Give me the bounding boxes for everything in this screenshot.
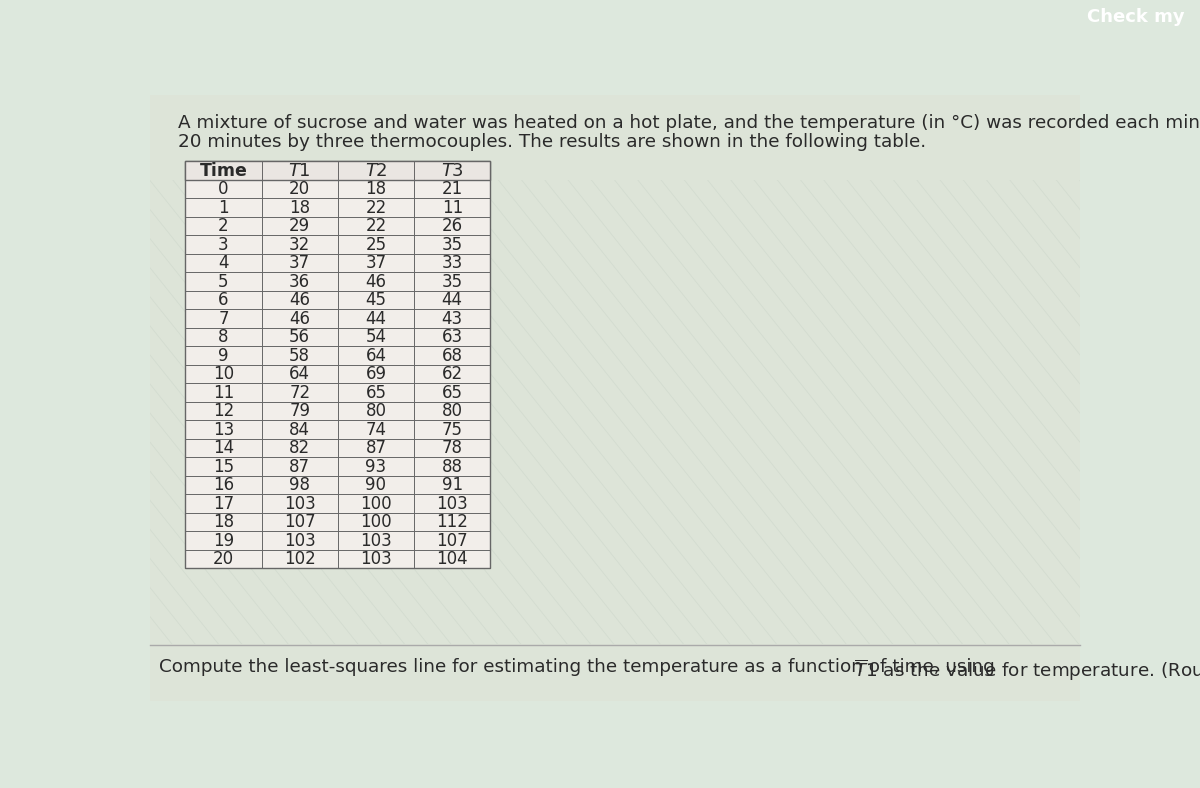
Text: 44: 44 bbox=[442, 291, 463, 309]
Text: 8: 8 bbox=[218, 328, 229, 346]
Text: 13: 13 bbox=[212, 421, 234, 439]
Text: 82: 82 bbox=[289, 439, 311, 457]
Text: 65: 65 bbox=[442, 384, 463, 402]
Text: 11: 11 bbox=[442, 199, 463, 217]
Text: 9: 9 bbox=[218, 347, 229, 365]
Text: 15: 15 bbox=[212, 458, 234, 476]
Text: $\mathit{T}2$: $\mathit{T}2$ bbox=[365, 162, 388, 180]
Text: 64: 64 bbox=[366, 347, 386, 365]
Text: 46: 46 bbox=[366, 273, 386, 291]
Text: 11: 11 bbox=[212, 384, 234, 402]
Text: 20: 20 bbox=[212, 550, 234, 568]
Text: 18: 18 bbox=[289, 199, 311, 217]
Text: 2: 2 bbox=[218, 217, 229, 235]
Text: 72: 72 bbox=[289, 384, 311, 402]
Text: 46: 46 bbox=[289, 291, 311, 309]
Text: 98: 98 bbox=[289, 476, 311, 494]
Text: 35: 35 bbox=[442, 236, 463, 254]
Text: 103: 103 bbox=[284, 532, 316, 550]
Text: 22: 22 bbox=[365, 199, 386, 217]
Text: 18: 18 bbox=[366, 180, 386, 198]
Text: 100: 100 bbox=[360, 513, 392, 531]
Text: 103: 103 bbox=[360, 532, 392, 550]
Text: 79: 79 bbox=[289, 402, 311, 420]
Text: 65: 65 bbox=[366, 384, 386, 402]
Text: A mixture of sucrose and water was heated on a hot plate, and the temperature (i: A mixture of sucrose and water was heate… bbox=[178, 114, 1200, 132]
Text: 80: 80 bbox=[366, 402, 386, 420]
Text: 0: 0 bbox=[218, 180, 229, 198]
Text: 93: 93 bbox=[366, 458, 386, 476]
Text: 107: 107 bbox=[284, 513, 316, 531]
Text: 87: 87 bbox=[289, 458, 311, 476]
FancyBboxPatch shape bbox=[150, 95, 1080, 644]
Text: 104: 104 bbox=[437, 550, 468, 568]
Text: Check my: Check my bbox=[1087, 9, 1184, 26]
Text: 45: 45 bbox=[366, 291, 386, 309]
Text: 75: 75 bbox=[442, 421, 463, 439]
Text: 33: 33 bbox=[442, 254, 463, 272]
Text: 21: 21 bbox=[442, 180, 463, 198]
Text: 12: 12 bbox=[212, 402, 234, 420]
Text: 68: 68 bbox=[442, 347, 463, 365]
FancyBboxPatch shape bbox=[150, 95, 1080, 180]
FancyBboxPatch shape bbox=[185, 162, 491, 180]
Text: 84: 84 bbox=[289, 421, 311, 439]
Text: 29: 29 bbox=[289, 217, 311, 235]
Text: 107: 107 bbox=[437, 532, 468, 550]
Text: 17: 17 bbox=[212, 495, 234, 513]
Text: 4: 4 bbox=[218, 254, 229, 272]
Text: 58: 58 bbox=[289, 347, 311, 365]
Text: $\mathit{\overline{T}1}$ as the value for temperature. (Round the: $\mathit{\overline{T}1}$ as the value fo… bbox=[854, 658, 1200, 683]
Text: 5: 5 bbox=[218, 273, 229, 291]
Text: 87: 87 bbox=[366, 439, 386, 457]
Text: 19: 19 bbox=[212, 532, 234, 550]
Text: 90: 90 bbox=[366, 476, 386, 494]
Text: 26: 26 bbox=[442, 217, 463, 235]
Text: 36: 36 bbox=[289, 273, 311, 291]
Text: 69: 69 bbox=[366, 365, 386, 383]
Text: 74: 74 bbox=[366, 421, 386, 439]
Text: 112: 112 bbox=[437, 513, 468, 531]
Text: 1: 1 bbox=[218, 199, 229, 217]
Text: 46: 46 bbox=[289, 310, 311, 328]
Text: 6: 6 bbox=[218, 291, 229, 309]
Text: 103: 103 bbox=[360, 550, 392, 568]
Text: 18: 18 bbox=[212, 513, 234, 531]
Text: 54: 54 bbox=[366, 328, 386, 346]
Text: 100: 100 bbox=[360, 495, 392, 513]
Text: 103: 103 bbox=[437, 495, 468, 513]
FancyBboxPatch shape bbox=[185, 162, 491, 568]
Text: 102: 102 bbox=[284, 550, 316, 568]
Text: 103: 103 bbox=[284, 495, 316, 513]
Text: 7: 7 bbox=[218, 310, 229, 328]
Text: Compute the least-squares line for estimating the temperature as a function of t: Compute the least-squares line for estim… bbox=[160, 658, 1001, 675]
Text: 91: 91 bbox=[442, 476, 463, 494]
Text: 56: 56 bbox=[289, 328, 311, 346]
Text: 37: 37 bbox=[366, 254, 386, 272]
Text: 35: 35 bbox=[442, 273, 463, 291]
Text: Time: Time bbox=[199, 162, 247, 180]
Text: 63: 63 bbox=[442, 328, 463, 346]
Text: 44: 44 bbox=[366, 310, 386, 328]
Text: $\mathit{T}3$: $\mathit{T}3$ bbox=[440, 162, 463, 180]
Text: 78: 78 bbox=[442, 439, 463, 457]
Text: 14: 14 bbox=[212, 439, 234, 457]
Text: 32: 32 bbox=[289, 236, 311, 254]
FancyBboxPatch shape bbox=[150, 644, 1080, 701]
Text: 22: 22 bbox=[365, 217, 386, 235]
Text: 25: 25 bbox=[366, 236, 386, 254]
Text: 64: 64 bbox=[289, 365, 311, 383]
Text: 80: 80 bbox=[442, 402, 463, 420]
Text: $\mathit{T}1$: $\mathit{T}1$ bbox=[288, 162, 311, 180]
Text: 10: 10 bbox=[212, 365, 234, 383]
Text: 62: 62 bbox=[442, 365, 463, 383]
Text: 20: 20 bbox=[289, 180, 311, 198]
Text: 88: 88 bbox=[442, 458, 463, 476]
Text: 3: 3 bbox=[218, 236, 229, 254]
Text: 16: 16 bbox=[212, 476, 234, 494]
Text: 20 minutes by three thermocouples. The results are shown in the following table.: 20 minutes by three thermocouples. The r… bbox=[178, 133, 926, 151]
Text: 37: 37 bbox=[289, 254, 311, 272]
Text: 43: 43 bbox=[442, 310, 463, 328]
